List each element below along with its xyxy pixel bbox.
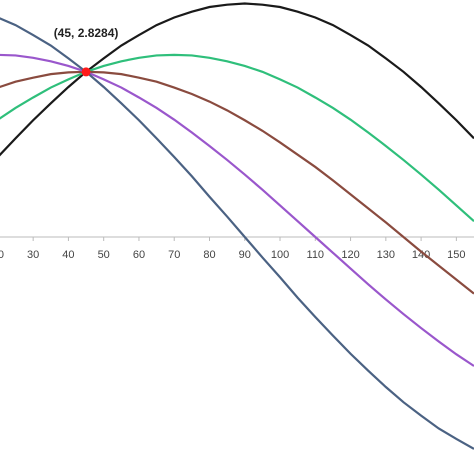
highlight-point: [81, 67, 91, 77]
series-line: [0, 17, 474, 450]
x-tick-label: 80: [203, 249, 215, 261]
highlight-label: (45, 2.8284): [54, 26, 119, 40]
x-tick-label: 90: [239, 249, 251, 261]
x-tick-label: 140: [412, 249, 430, 261]
series-line: [0, 53, 474, 367]
series-line: [0, 70, 474, 295]
x-tick-label: 50: [98, 249, 110, 261]
series-line: [0, 2, 474, 157]
x-tick-label: 100: [271, 249, 289, 261]
x-tick-label: 70: [168, 249, 180, 261]
x-tick-label: 110: [307, 249, 325, 261]
series-line: [0, 53, 474, 223]
x-tick-label: 40: [62, 249, 74, 261]
x-tick-label: 60: [133, 249, 145, 261]
x-tick-label: 130: [377, 249, 395, 261]
x-tick-label: 30: [27, 249, 39, 261]
x-tick-label: 20: [0, 249, 4, 261]
x-tick-label: 150: [447, 249, 465, 261]
x-tick-label: 120: [341, 249, 359, 261]
